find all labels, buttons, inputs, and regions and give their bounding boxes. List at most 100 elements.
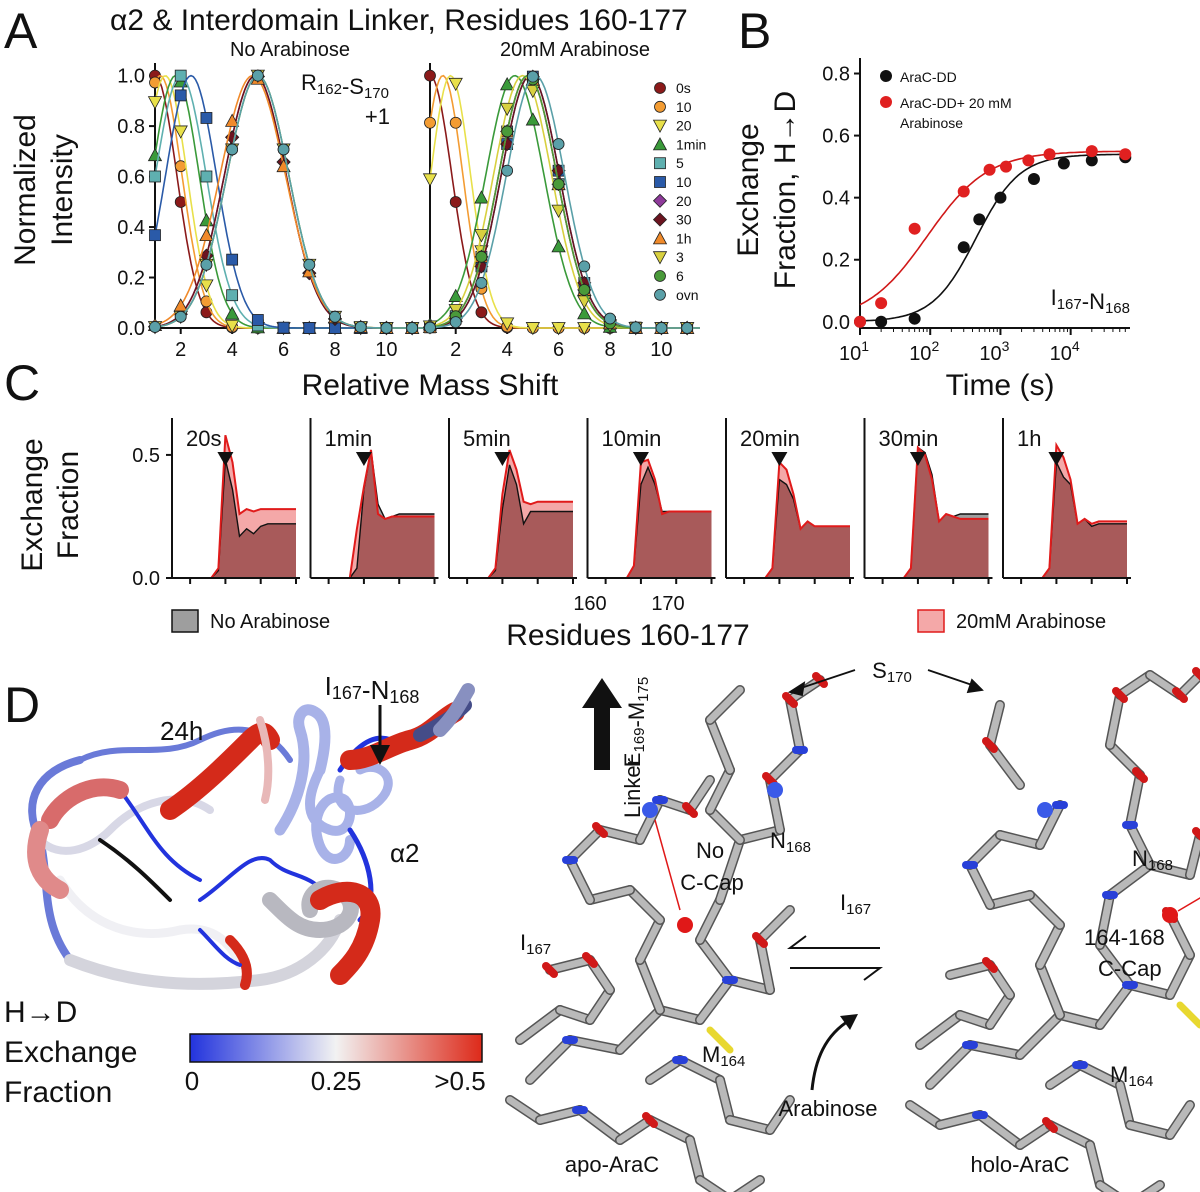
legend-arabinose-swatch — [917, 609, 945, 633]
data-point — [424, 116, 436, 129]
panel-a-right-subtitle: 20mM Arabinose — [500, 39, 650, 61]
exchange-panel-1min: 1min — [309, 418, 439, 584]
legend-marker — [652, 231, 668, 245]
data-point — [499, 102, 515, 117]
bond — [546, 956, 594, 974]
panel-label-c: C — [4, 355, 40, 411]
o-sphere — [1162, 907, 1178, 923]
data-point — [1119, 148, 1132, 161]
bond — [1086, 1141, 1104, 1189]
bond — [1096, 891, 1114, 949]
data-point — [577, 322, 592, 336]
residue-marker-triangle — [355, 452, 372, 466]
oxygen-atom — [782, 692, 798, 708]
s170-arrows — [787, 669, 984, 697]
x-tick-label: 4 — [227, 339, 238, 361]
oxygen-atom — [752, 932, 768, 948]
data-point — [303, 258, 316, 271]
scale-mid: 0.25 — [311, 1066, 362, 1096]
panel-c-ylabel-1: Exchange — [16, 438, 49, 571]
label-ccap: C-Cap — [1098, 956, 1162, 981]
data-point — [277, 143, 290, 156]
bond — [996, 831, 1044, 849]
label-i167-n168: I167-N168 — [325, 671, 420, 707]
no-hbond-line — [654, 819, 681, 911]
chart-b-legend: AraC-DD AraC-DD+ 20 mM Arabinose — [880, 69, 1012, 131]
x-tick-label: 102 — [909, 338, 939, 365]
data-point — [475, 306, 488, 319]
y-tick-label: 0.8 — [822, 64, 850, 86]
bond — [1106, 691, 1124, 749]
bond — [1126, 771, 1144, 829]
bond — [716, 836, 744, 904]
bond — [986, 891, 1034, 909]
oxygen-atom — [1132, 767, 1148, 783]
bond — [566, 1036, 624, 1054]
legend-marker — [654, 288, 666, 301]
y-tick-label: 0.6 — [822, 126, 850, 148]
bond — [1036, 801, 1064, 849]
oxygen-atom — [982, 957, 998, 973]
scale-max: >0.5 — [434, 1066, 485, 1096]
linker-label: Linker — [620, 758, 645, 818]
exchange-panel-30min: 30min — [863, 418, 993, 584]
label-apo: apo-AraC — [565, 1152, 659, 1177]
data-point — [957, 185, 970, 198]
legend-marker — [652, 193, 668, 208]
label-m164-left: M164 — [702, 1042, 745, 1070]
tick-170: 170 — [651, 593, 684, 615]
panel-b-peptide: I167-N168 — [1051, 285, 1130, 317]
exchange-panel-5min: 5min — [448, 418, 577, 584]
bond — [946, 961, 994, 979]
data-point — [1027, 173, 1040, 186]
bond — [1016, 1121, 1054, 1149]
panel-time-label: 10min — [602, 426, 662, 451]
bond — [586, 986, 614, 1024]
panel-time-label: 30min — [879, 426, 939, 451]
data-point — [957, 241, 970, 254]
bond — [1036, 921, 1064, 969]
data-point — [224, 113, 240, 127]
y-tick-label: 0.2 — [117, 268, 145, 290]
data-point — [875, 297, 888, 310]
panel-c-ylabel-2: Fraction — [52, 451, 85, 559]
overlap-area — [314, 450, 435, 578]
label-holo: holo-AraC — [970, 1152, 1069, 1177]
exchange-panel-20min: 20min — [725, 418, 854, 584]
data-point — [149, 170, 161, 183]
data-point — [973, 213, 986, 226]
bond — [1146, 861, 1194, 879]
x-tick-label: 2 — [175, 339, 186, 361]
x-tick-label: 8 — [329, 339, 340, 361]
legend-label: AraC-DD+ 20 mM — [900, 95, 1012, 111]
residue-marker-triangle — [494, 452, 511, 466]
fit-curve — [154, 74, 425, 329]
label-n168-left: N168 — [770, 828, 811, 856]
bond — [786, 696, 804, 754]
overlap-area — [1007, 462, 1127, 578]
bond — [726, 1116, 774, 1134]
exchange-panel-20s: 20s — [171, 418, 300, 584]
data-point — [226, 289, 239, 302]
label-n168-right: N168 — [1132, 846, 1173, 874]
bond — [706, 806, 744, 844]
data-point — [681, 322, 694, 334]
legend-marker — [652, 251, 668, 265]
label-m164-right: M164 — [1110, 1062, 1153, 1090]
panel-b-ylabel-1: Exchange — [732, 123, 765, 256]
bond — [706, 766, 734, 814]
protein-ribbon-structure — [27, 683, 475, 990]
data-point — [200, 258, 213, 271]
legend-marker — [880, 96, 892, 108]
y-tick-label: 1.0 — [117, 66, 145, 88]
peptide-r162-s170: R162-S170 — [301, 70, 389, 102]
data-point — [448, 77, 463, 92]
bond — [1096, 1181, 1117, 1192]
residue-marker-triangle — [771, 452, 788, 466]
data-point — [854, 315, 866, 328]
data-point — [173, 125, 188, 139]
data-point — [147, 96, 163, 110]
data-point — [475, 250, 488, 263]
oxygen-atom — [1112, 687, 1128, 703]
